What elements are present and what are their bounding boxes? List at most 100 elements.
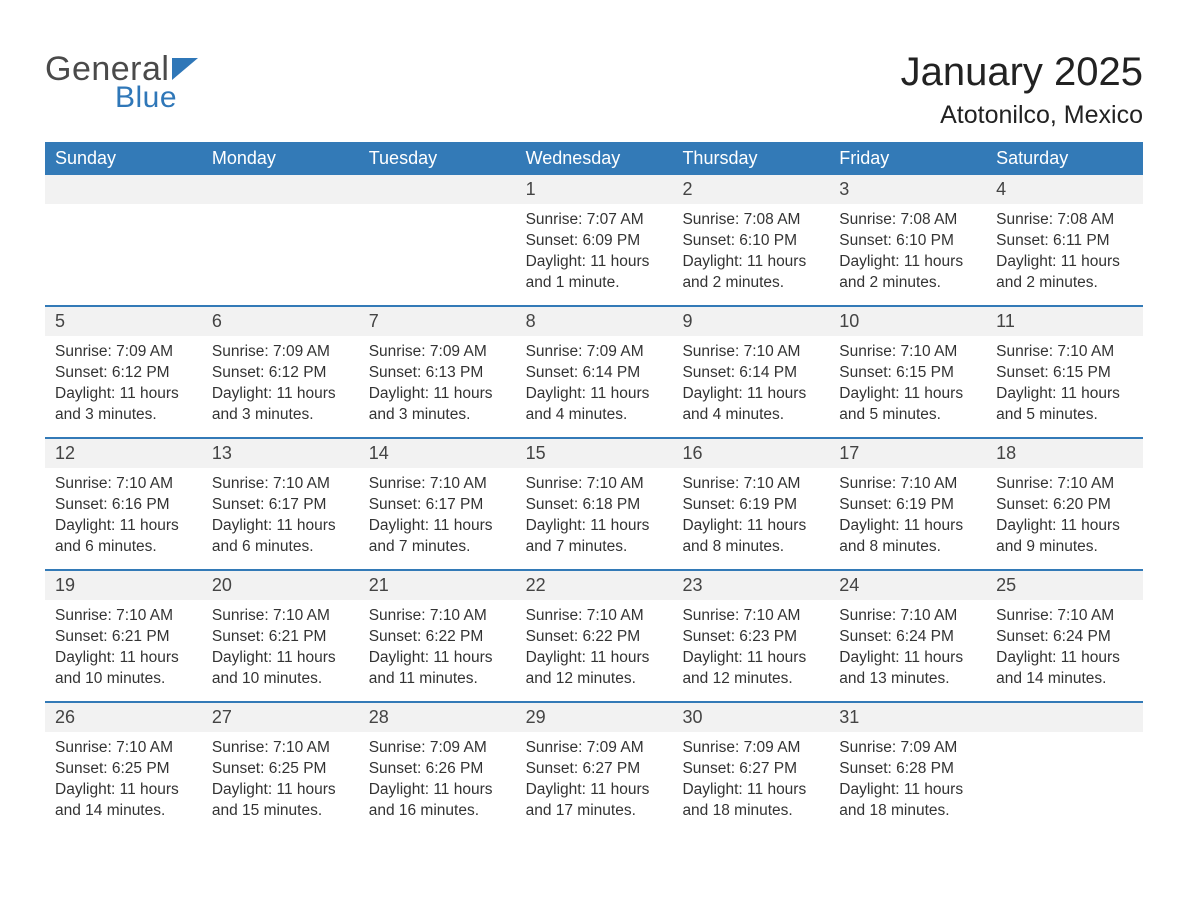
sunrise-line: Sunrise: 7:10 AM: [526, 474, 663, 495]
daylight-line: Daylight: 11 hours and 5 minutes.: [839, 384, 976, 426]
page-header: General Blue January 2025 Atotonilco, Me…: [45, 50, 1143, 130]
day-cell: 15Sunrise: 7:10 AMSunset: 6:18 PMDayligh…: [516, 439, 673, 569]
daylight-line: Daylight: 11 hours and 1 minute.: [526, 252, 663, 294]
day-cell: 23Sunrise: 7:10 AMSunset: 6:23 PMDayligh…: [672, 571, 829, 701]
day-body: Sunrise: 7:10 AMSunset: 6:22 PMDaylight:…: [359, 600, 516, 700]
sunrise-line: Sunrise: 7:09 AM: [212, 342, 349, 363]
day-cell: 24 Sunrise: 7:10 AMSunset: 6:24 PMDayligh…: [829, 571, 986, 701]
weekday-col: Friday: [829, 142, 986, 175]
day-body: Sunrise: 7:10 AMSunset: 6:19 PMDaylight:…: [672, 468, 829, 568]
daylight-line: Daylight: 11 hours and 15 minutes.: [212, 780, 349, 822]
day-number: 27: [202, 703, 359, 732]
sunrise-line: Sunrise: 7:08 AM: [682, 210, 819, 231]
daylight-line: Daylight: 11 hours and 13 minutes.: [839, 648, 976, 690]
weekday-col: Sunday: [45, 142, 202, 175]
day-cell: 31Sunrise: 7:09 AMSunset: 6:28 PMDayligh…: [829, 703, 986, 833]
sunset-line: Sunset: 6:24 PM: [839, 627, 976, 648]
sunrise-line: Sunrise: 7:10 AM: [996, 474, 1133, 495]
sunset-line: Sunset: 6:20 PM: [996, 495, 1133, 516]
sunset-line: Sunset: 6:15 PM: [839, 363, 976, 384]
sunrise-line: Sunrise: 7:07 AM: [526, 210, 663, 231]
day-cell: 19Sunrise: 7:10 AMSunset: 6:21 PMDayligh…: [45, 571, 202, 701]
daylight-line: Daylight: 11 hours and 12 minutes.: [526, 648, 663, 690]
day-cell: 5Sunrise: 7:09 AMSunset: 6:12 PMDaylight…: [45, 307, 202, 437]
day-body: Sunrise: 7:10 AMSunset: 6:21 PMDaylight:…: [202, 600, 359, 700]
daylight-line: Daylight: 11 hours and 12 minutes.: [682, 648, 819, 690]
day-number: 6: [202, 307, 359, 336]
sunset-line: Sunset: 6:25 PM: [212, 759, 349, 780]
day-cell: 11Sunrise: 7:10 AMSunset: 6:15 PMDayligh…: [986, 307, 1143, 437]
day-body: Sunrise: 7:07 AMSunset: 6:09 PMDaylight:…: [516, 204, 673, 304]
day-number-empty: [202, 175, 359, 204]
week-row: 5Sunrise: 7:09 AMSunset: 6:12 PMDaylight…: [45, 305, 1143, 437]
week-row: 19Sunrise: 7:10 AMSunset: 6:21 PMDayligh…: [45, 569, 1143, 701]
sunset-line: Sunset: 6:18 PM: [526, 495, 663, 516]
day-number: 31: [829, 703, 986, 732]
week-row: 26Sunrise: 7:10 AMSunset: 6:25 PMDayligh…: [45, 701, 1143, 833]
sunrise-line: Sunrise: 7:08 AM: [839, 210, 976, 231]
day-cell: 13Sunrise: 7:10 AMSunset: 6:17 PMDayligh…: [202, 439, 359, 569]
day-number: 1: [516, 175, 673, 204]
day-number: 14: [359, 439, 516, 468]
day-number: 20: [202, 571, 359, 600]
daylight-line: Daylight: 11 hours and 9 minutes.: [996, 516, 1133, 558]
day-number: 10: [829, 307, 986, 336]
day-body: Sunrise: 7:09 AMSunset: 6:27 PMDaylight:…: [516, 732, 673, 832]
day-cell: [986, 703, 1143, 833]
sunset-line: Sunset: 6:17 PM: [369, 495, 506, 516]
day-cell: 14Sunrise: 7:10 AMSunset: 6:17 PMDayligh…: [359, 439, 516, 569]
daylight-line: Daylight: 11 hours and 3 minutes.: [55, 384, 192, 426]
sunrise-line: Sunrise: 7:10 AM: [369, 606, 506, 627]
daylight-line: Daylight: 11 hours and 10 minutes.: [55, 648, 192, 690]
sunset-line: Sunset: 6:22 PM: [526, 627, 663, 648]
day-cell: 25Sunrise: 7:10 AMSunset: 6:24 PMDayligh…: [986, 571, 1143, 701]
daylight-line: Daylight: 11 hours and 6 minutes.: [212, 516, 349, 558]
day-number: 23: [672, 571, 829, 600]
day-cell: 10Sunrise: 7:10 AMSunset: 6:15 PMDayligh…: [829, 307, 986, 437]
day-number: 24: [829, 571, 986, 600]
day-cell: 8Sunrise: 7:09 AMSunset: 6:14 PMDaylight…: [516, 307, 673, 437]
sunrise-line: Sunrise: 7:09 AM: [526, 738, 663, 759]
daylight-line: Daylight: 11 hours and 8 minutes.: [682, 516, 819, 558]
day-body: Sunrise: 7:10 AMSunset: 6:15 PMDaylight:…: [829, 336, 986, 436]
sunset-line: Sunset: 6:22 PM: [369, 627, 506, 648]
sunset-line: Sunset: 6:12 PM: [212, 363, 349, 384]
day-body: Sunrise: 7:08 AMSunset: 6:10 PMDaylight:…: [829, 204, 986, 304]
sunrise-line: Sunrise: 7:10 AM: [682, 474, 819, 495]
sunrise-line: Sunrise: 7:10 AM: [212, 474, 349, 495]
day-body: Sunrise: 7:09 AMSunset: 6:14 PMDaylight:…: [516, 336, 673, 436]
daylight-line: Daylight: 11 hours and 2 minutes.: [682, 252, 819, 294]
day-body: Sunrise: 7:10 AMSunset: 6:14 PMDaylight:…: [672, 336, 829, 436]
weekday-col: Monday: [202, 142, 359, 175]
sunrise-line: Sunrise: 7:10 AM: [682, 606, 819, 627]
day-number: 7: [359, 307, 516, 336]
sunset-line: Sunset: 6:09 PM: [526, 231, 663, 252]
day-body: Sunrise: 7:10 AMSunset: 6:16 PMDaylight:…: [45, 468, 202, 568]
weekday-header-row: Sunday Monday Tuesday Wednesday Thursday…: [45, 142, 1143, 175]
day-number: 29: [516, 703, 673, 732]
day-cell: 29Sunrise: 7:09 AMSunset: 6:27 PMDayligh…: [516, 703, 673, 833]
day-cell: 2Sunrise: 7:08 AMSunset: 6:10 PMDaylight…: [672, 175, 829, 305]
day-cell: 22Sunrise: 7:10 AMSunset: 6:22 PMDayligh…: [516, 571, 673, 701]
sunrise-line: Sunrise: 7:09 AM: [55, 342, 192, 363]
day-cell: 12Sunrise: 7:10 AMSunset: 6:16 PMDayligh…: [45, 439, 202, 569]
day-number: 8: [516, 307, 673, 336]
day-body: Sunrise: 7:09 AMSunset: 6:26 PMDaylight:…: [359, 732, 516, 832]
day-number: 11: [986, 307, 1143, 336]
sunrise-line: Sunrise: 7:10 AM: [526, 606, 663, 627]
week-row: 12Sunrise: 7:10 AMSunset: 6:16 PMDayligh…: [45, 437, 1143, 569]
sunset-line: Sunset: 6:14 PM: [682, 363, 819, 384]
daylight-line: Daylight: 11 hours and 18 minutes.: [839, 780, 976, 822]
day-body: Sunrise: 7:10 AMSunset: 6:21 PMDaylight:…: [45, 600, 202, 700]
day-number: 3: [829, 175, 986, 204]
day-cell: 17Sunrise: 7:10 AMSunset: 6:19 PMDayligh…: [829, 439, 986, 569]
sunset-line: Sunset: 6:26 PM: [369, 759, 506, 780]
sunrise-line: Sunrise: 7:09 AM: [839, 738, 976, 759]
sunrise-line: Sunrise: 7:09 AM: [526, 342, 663, 363]
sunset-line: Sunset: 6:10 PM: [839, 231, 976, 252]
day-body: Sunrise: 7:10 AMSunset: 6:24 PMDaylight:…: [986, 600, 1143, 700]
day-cell: 21Sunrise: 7:10 AMSunset: 6:22 PMDayligh…: [359, 571, 516, 701]
sunrise-line: Sunrise: 7:10 AM: [996, 342, 1133, 363]
weekday-col: Wednesday: [516, 142, 673, 175]
sunrise-line: Sunrise: 7:10 AM: [839, 606, 976, 627]
